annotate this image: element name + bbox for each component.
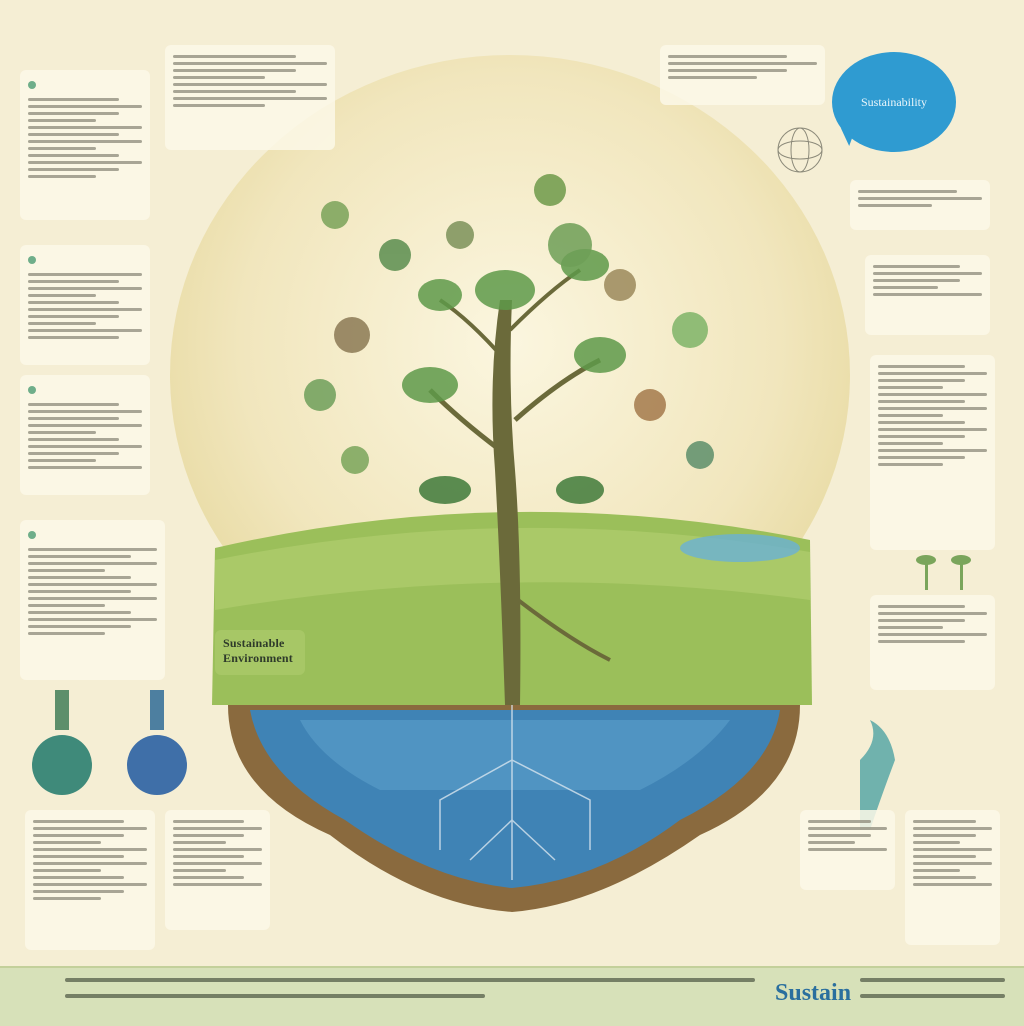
info-card-left-5 <box>25 810 155 950</box>
info-card-right-5 <box>905 810 1000 945</box>
pond <box>680 534 800 562</box>
info-card-left-1 <box>20 70 150 220</box>
flask-icon <box>32 690 187 795</box>
footer-text-line <box>65 978 755 982</box>
footer-bar <box>0 966 1024 1026</box>
footer-text-line <box>65 994 485 998</box>
info-card-right-1 <box>850 180 990 230</box>
info-card-right-6 <box>800 810 895 890</box>
leaf-icon <box>28 530 36 539</box>
info-card-left-2 <box>20 245 150 365</box>
info-card-right-2 <box>865 255 990 335</box>
center-panel-title: Sustainable Environment <box>223 636 293 665</box>
globe-icon <box>777 127 823 173</box>
info-card-right-4 <box>870 595 995 690</box>
roots <box>439 705 591 880</box>
info-card-left-4 <box>20 520 165 680</box>
footer-text-line <box>860 994 1005 998</box>
species-circles <box>304 174 714 474</box>
leaf-icon <box>28 255 36 264</box>
leaf-icon <box>28 385 36 394</box>
info-card-top-right <box>660 45 825 105</box>
info-card-left-6 <box>165 810 270 930</box>
footer-logo: Sustain <box>775 980 852 1006</box>
footer-text-line <box>860 978 1005 982</box>
sustainability-bubble: Sustainability <box>832 52 956 152</box>
water-shine <box>300 720 730 790</box>
tree-trunk <box>492 300 521 705</box>
figure-icon <box>860 720 895 830</box>
bubble-text: Sustainability <box>861 94 927 109</box>
info-card-left-3 <box>20 375 150 495</box>
plant-icon <box>916 555 971 590</box>
info-card-top-left <box>165 45 335 150</box>
foliage <box>402 249 626 504</box>
info-card-right-3 <box>870 355 995 550</box>
leaf-icon <box>28 80 36 89</box>
center-panel: Sustainable Environment <box>215 630 305 675</box>
tree-branch <box>516 598 611 662</box>
